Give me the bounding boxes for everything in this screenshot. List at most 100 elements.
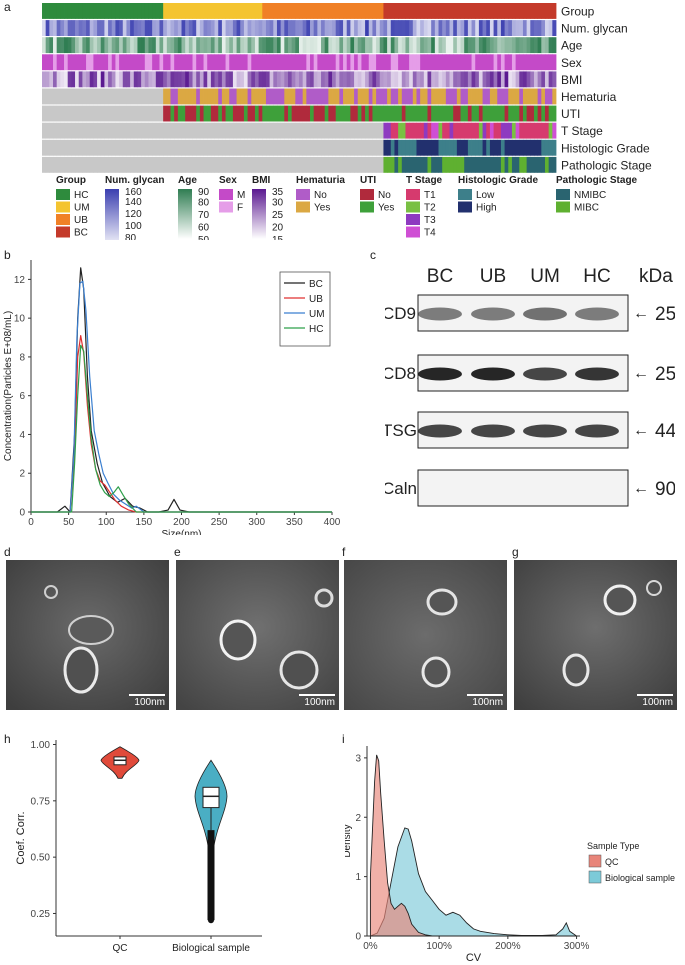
- heatmap-cell: [93, 20, 98, 36]
- heatmap-cell: [420, 139, 425, 156]
- heatmap-cell: [453, 71, 458, 88]
- heatmap-cell: [232, 54, 237, 71]
- heatmap-cell: [526, 105, 531, 122]
- heatmap-cell: [361, 37, 366, 54]
- heatmap-cell: [133, 71, 138, 88]
- blot-band: [471, 307, 515, 321]
- heatmap-cell: [262, 37, 267, 54]
- heatmap-cell: [442, 20, 447, 36]
- heatmap-cell: [533, 37, 539, 54]
- heatmap-cell: [515, 37, 520, 54]
- heatmap-cell: [409, 54, 414, 71]
- heatmap-cell: [438, 3, 443, 19]
- heatmap-cell: [365, 156, 370, 173]
- heatmap-cell: [42, 54, 47, 71]
- heatmap-cell: [339, 156, 344, 173]
- heatmap-cell: [276, 3, 282, 19]
- heatmap-cell: [544, 37, 550, 54]
- heatmap-cell: [45, 88, 50, 105]
- heatmap-cell: [166, 71, 171, 88]
- heatmap-cell: [508, 71, 513, 88]
- heatmap-cell: [482, 88, 487, 105]
- heatmap-cell: [379, 3, 384, 19]
- heatmap-cell: [229, 105, 234, 122]
- heatmap-cell: [530, 37, 535, 54]
- heatmap-cell: [508, 88, 513, 105]
- heatmap-cell: [390, 54, 395, 71]
- heatmap-cell: [174, 54, 179, 71]
- heatmap-cell: [236, 20, 241, 36]
- heatmap-cell: [387, 105, 392, 122]
- heatmap-cell: [295, 88, 300, 105]
- heatmap-cell: [185, 139, 190, 156]
- heatmap-cell: [295, 20, 300, 36]
- legend-gradient: [105, 189, 119, 240]
- heatmap-cell: [354, 122, 359, 139]
- heatmap-cell: [530, 122, 535, 139]
- heatmap-cell: [482, 71, 487, 88]
- heatmap-cell: [394, 37, 399, 54]
- heatmap-cell: [269, 88, 274, 105]
- heatmap-cell: [299, 54, 304, 71]
- heatmap-cell: [280, 20, 285, 36]
- heatmap-cell: [453, 122, 458, 139]
- heatmap-cell: [372, 54, 377, 71]
- heatmap-cell: [497, 139, 502, 156]
- heatmap-cell: [475, 88, 480, 105]
- blot-band: [523, 307, 567, 321]
- heatmap-cell: [412, 156, 417, 173]
- heatmap-cell: [152, 139, 157, 156]
- heatmap-cell: [405, 54, 410, 71]
- heatmap-cell: [78, 3, 83, 19]
- heatmap-cell: [225, 71, 230, 88]
- legend-item-label: BC: [74, 228, 88, 239]
- heatmap-cell: [86, 54, 91, 71]
- heatmap-cell: [207, 37, 212, 54]
- heatmap-cell: [137, 71, 142, 88]
- heatmap-cell: [511, 122, 517, 139]
- legend-entry-hc: HC: [309, 324, 323, 335]
- heatmap-cell: [416, 3, 421, 19]
- heatmap-cell: [552, 139, 557, 156]
- heatmap-cell: [552, 122, 557, 139]
- heatmap-cell: [350, 71, 355, 88]
- heatmap-row-label: Num. glycan: [561, 22, 628, 36]
- heatmap-cell: [302, 156, 307, 173]
- heatmap-cell: [133, 20, 138, 36]
- lane-label-um: UM: [530, 266, 560, 287]
- heatmap-cell: [111, 156, 116, 173]
- heatmap-cell: [225, 3, 230, 19]
- blot-band: [575, 424, 619, 438]
- heatmap-cell: [137, 105, 142, 122]
- heatmap-cell: [497, 3, 502, 19]
- density-area-biological-sample: [370, 827, 579, 937]
- legend-tick-label: 90: [198, 187, 210, 198]
- heatmap-cell: [185, 88, 190, 105]
- heatmap-cell: [515, 3, 520, 19]
- legend-box: [279, 271, 331, 347]
- heatmap-cell: [214, 20, 219, 36]
- lane-label-hc: HC: [583, 266, 610, 287]
- heatmap-cell: [357, 3, 362, 19]
- blot-calnexin: Calnexin ← 90: [385, 469, 675, 507]
- heatmap-cell: [321, 105, 326, 122]
- heatmap-cell: [449, 37, 454, 54]
- heatmap-cell: [313, 71, 318, 88]
- heatmap-cell: [243, 139, 248, 156]
- heatmap-cell: [254, 122, 260, 139]
- heatmap-cell: [317, 122, 322, 139]
- heatmap-cell: [442, 156, 447, 173]
- heatmap-cell: [515, 122, 520, 139]
- heatmap-cell: [335, 105, 340, 122]
- heatmap-cell: [383, 20, 388, 36]
- heatmap-cell: [152, 3, 157, 19]
- heatmap-cell: [332, 88, 337, 105]
- heatmap-cell: [82, 122, 87, 139]
- heatmap-cell: [163, 122, 168, 139]
- heatmap-cell: [335, 88, 340, 105]
- heatmap-cell: [273, 54, 278, 71]
- heatmap-cell: [541, 71, 546, 88]
- heatmap-cell: [291, 71, 296, 88]
- heatmap-cell: [332, 156, 337, 173]
